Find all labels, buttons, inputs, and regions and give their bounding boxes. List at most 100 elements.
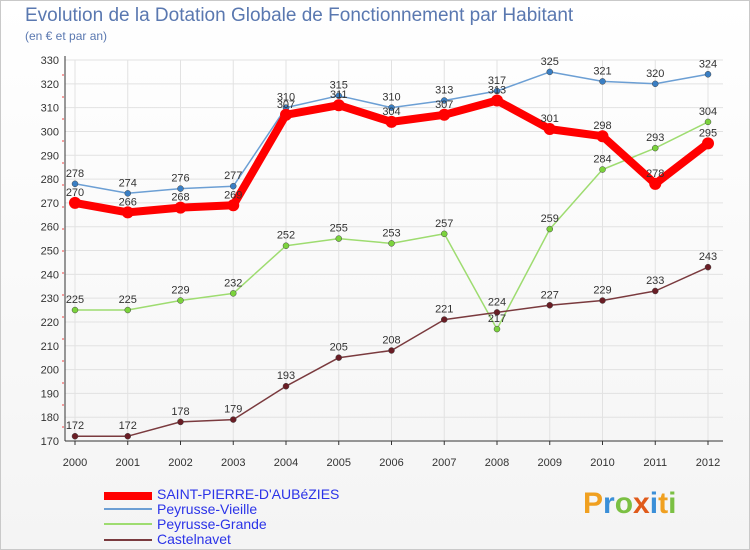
data-label: 313 [435,84,453,96]
x-tick-label: 2009 [538,457,562,469]
x-tick-label: 2010 [590,457,614,469]
data-point [177,185,184,192]
x-tick-label: 2008 [485,457,509,469]
data-point [177,297,184,304]
data-point [282,382,290,390]
data-point [335,235,342,242]
legend-label-peyrusse-grande: Peyrusse-Grande [157,516,267,532]
series-points [69,68,714,440]
data-label: 321 [593,65,611,77]
data-label: 317 [488,75,506,87]
data-label: 208 [382,335,400,347]
logo-letter: t [658,487,669,520]
data-point [441,230,448,238]
legend-label-peyrusse-vieille: Peyrusse-Vieille [157,501,258,517]
data-point [385,115,398,128]
data-point [335,92,342,99]
data-point [493,325,501,333]
data-point [599,78,606,85]
data-label: 225 [119,294,137,306]
x-tick-label: 2003 [221,457,245,469]
legend-swatch-saint-pierre [104,492,152,500]
data-label: 179 [224,404,242,416]
data-label: 315 [330,80,348,92]
legend-label-saint-pierre: SAINT-PIERRE-D'AUBéZIES [157,486,340,502]
data-point [599,166,606,173]
y-tick-label: 320 [41,79,59,91]
data-point [388,240,395,247]
data-point [71,432,79,440]
data-label: 266 [119,196,137,208]
data-label: 229 [593,285,611,297]
data-label: 268 [171,192,189,204]
data-label: 172 [119,420,137,432]
data-label: 274 [119,177,137,189]
data-label: 325 [541,56,559,68]
data-point [546,68,553,76]
y-tick-label: 330 [41,55,59,67]
y-tick-label: 290 [41,150,59,162]
x-tick-label: 2012 [696,457,720,469]
legend-label-castelnavet: Castelnavet [157,531,231,547]
data-point [227,199,240,212]
logo-letter: o [614,487,634,520]
x-tick-label: 2000 [63,457,87,469]
data-point [230,416,237,423]
data-point [121,206,134,219]
logo-letter: i [649,487,659,520]
data-point [702,137,714,150]
y-tick-labels: 170 180 190 200 210 220 230 240 250 260 270 280 290 3… [41,55,59,448]
data-point [704,263,712,271]
data-point [124,190,131,197]
data-point [441,97,448,104]
data-point [124,432,131,440]
data-point [704,71,712,78]
data-label: 310 [277,92,295,104]
data-label: 229 [171,285,189,297]
data-label: 298 [593,120,611,132]
y-tick-label: 280 [41,174,59,186]
data-label: 224 [488,296,506,308]
data-point [174,201,187,214]
x-tick-label: 2002 [168,457,192,469]
logo-letter: x [633,487,650,520]
data-label: 221 [435,304,453,316]
data-label: 278 [66,168,84,180]
y-tick-label: 220 [41,317,59,329]
data-label: 243 [699,251,717,263]
y-tick-label: 240 [41,269,59,281]
y-tick-label: 210 [41,341,59,353]
data-point [71,306,79,314]
data-label: 277 [224,170,242,182]
data-label: 320 [646,68,664,80]
data-label: 227 [541,289,559,301]
data-point [543,123,556,136]
x-tick-label: 2001 [116,457,140,469]
data-point [438,108,451,121]
data-label: 304 [699,106,717,118]
data-point [177,418,184,426]
data-label: 172 [66,420,84,432]
data-label: 278 [646,168,664,180]
chart-subtitle: (en € et par an) [25,29,108,43]
data-label: 324 [699,58,717,70]
data-point [388,104,395,111]
data-point [335,354,342,361]
data-label: 225 [66,294,84,306]
legend-swatch-peyrusse-grande [104,523,152,525]
y-tick-label: 180 [41,412,59,424]
data-point [124,306,131,314]
logo-letter: r [603,487,615,520]
data-point [599,297,606,304]
data-point [652,287,659,295]
y-tick-label: 170 [41,436,59,448]
y-tick-label: 260 [41,222,59,234]
data-label: 311 [330,89,348,101]
data-label: 270 [66,187,84,199]
data-label: 295 [699,127,717,139]
data-label: 304 [382,106,400,118]
proxiti-logo: Proxiti [583,487,676,521]
data-point [649,177,662,190]
data-label: 269 [224,189,242,201]
